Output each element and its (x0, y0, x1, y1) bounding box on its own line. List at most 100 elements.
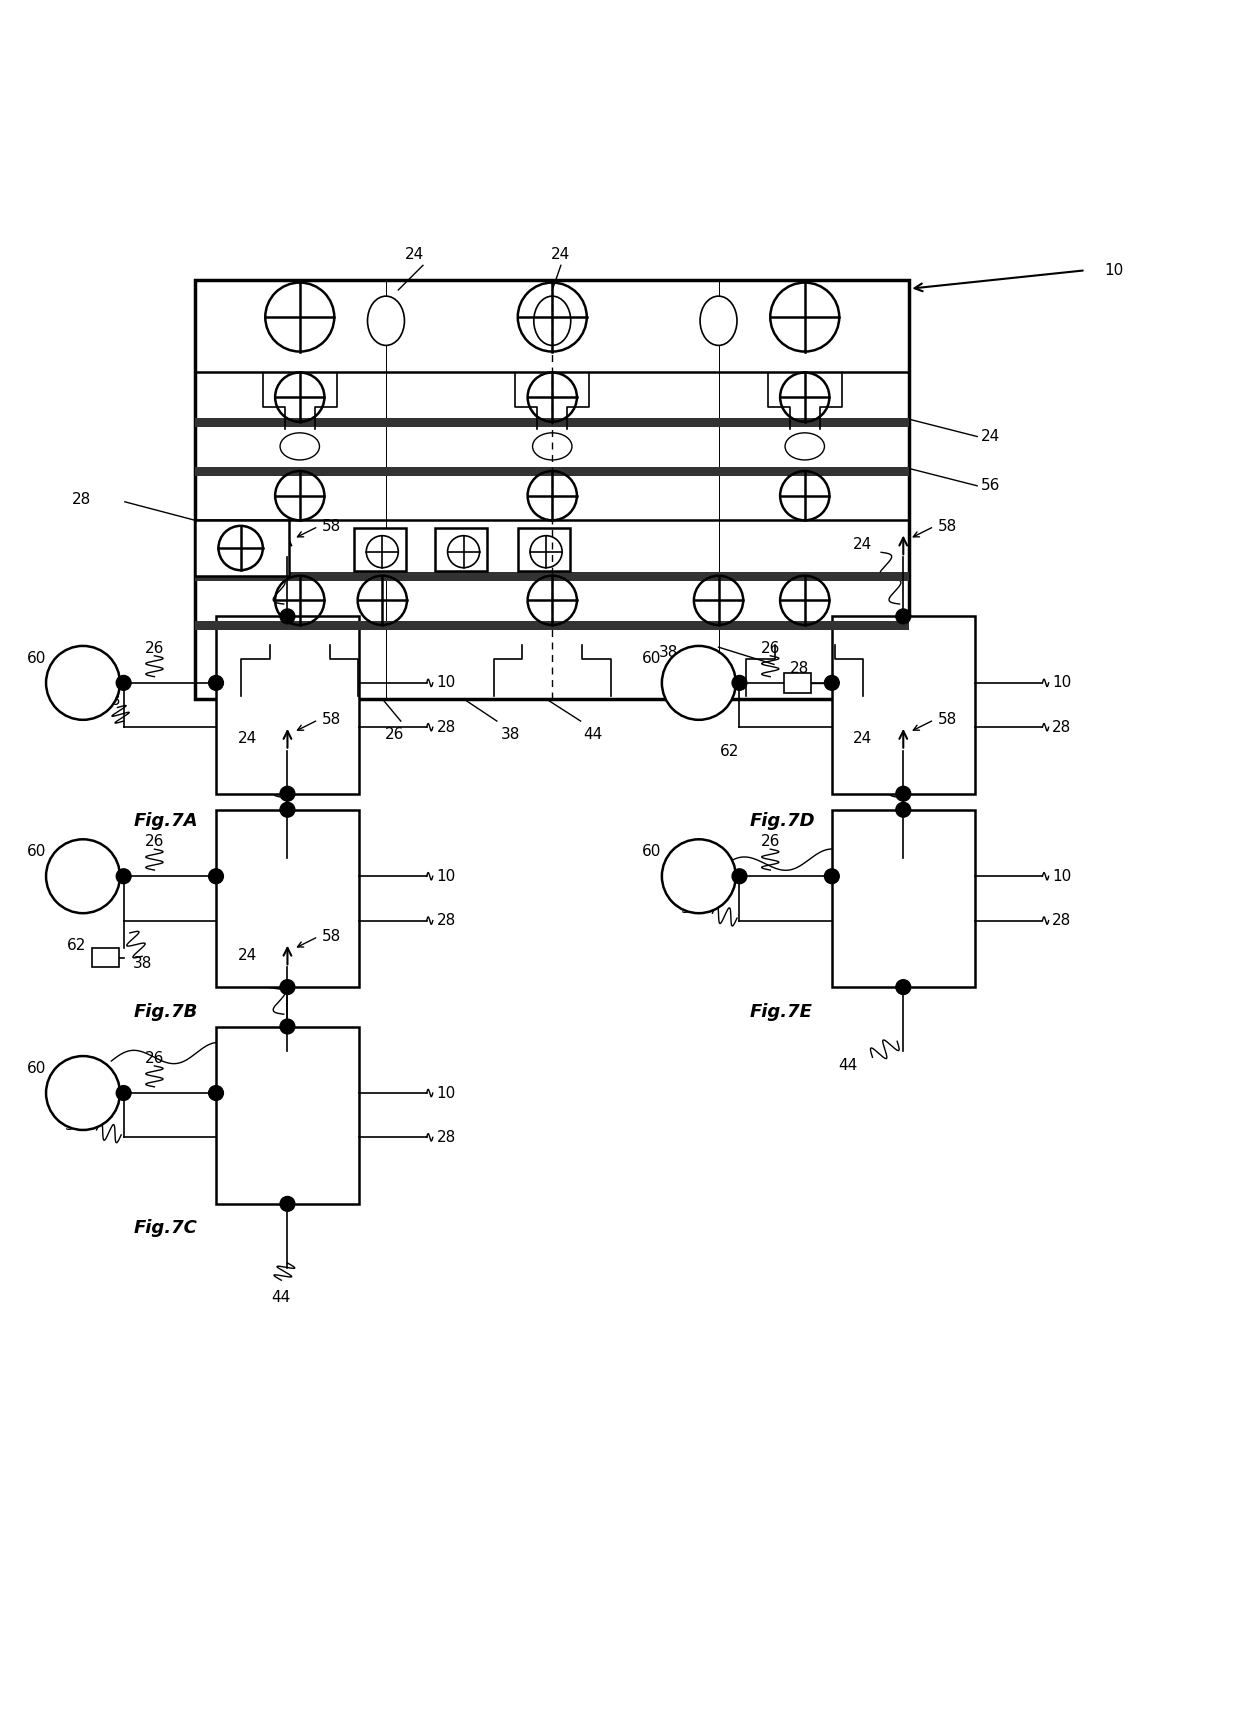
Bar (435, 527, 487, 570)
Text: 60: 60 (26, 844, 46, 859)
Text: 24: 24 (552, 247, 570, 261)
Circle shape (280, 787, 295, 801)
Bar (195, 467, 909, 476)
Text: 24: 24 (853, 538, 873, 553)
Ellipse shape (785, 433, 825, 460)
Ellipse shape (701, 295, 737, 345)
Text: 58: 58 (322, 929, 341, 945)
Circle shape (280, 979, 295, 995)
Text: Fig.7D: Fig.7D (749, 813, 815, 830)
Circle shape (208, 675, 223, 691)
Text: 28: 28 (436, 720, 456, 735)
Bar (832, 617, 975, 794)
Text: 38: 38 (133, 957, 151, 971)
Circle shape (46, 1057, 120, 1130)
Circle shape (825, 869, 839, 883)
Text: 44: 44 (693, 866, 712, 880)
Text: 26: 26 (145, 641, 164, 656)
Circle shape (46, 840, 120, 914)
Text: 38: 38 (102, 692, 122, 708)
Text: 56: 56 (981, 478, 1001, 493)
Text: 28: 28 (1053, 912, 1071, 928)
Text: Fig. 6: Fig. 6 (885, 723, 946, 742)
Text: 26: 26 (760, 835, 780, 849)
Bar (195, 280, 909, 699)
Bar (832, 809, 975, 988)
Text: 24: 24 (853, 730, 873, 746)
Text: 62: 62 (720, 744, 739, 759)
Circle shape (895, 787, 910, 801)
Ellipse shape (280, 433, 320, 460)
Circle shape (895, 979, 910, 995)
Text: Fig.7C: Fig.7C (134, 1218, 197, 1237)
Ellipse shape (532, 433, 572, 460)
Text: 58: 58 (937, 713, 957, 727)
Bar (784, 673, 811, 692)
Text: 60: 60 (26, 1062, 46, 1075)
Text: 38: 38 (64, 1117, 84, 1132)
Text: 58: 58 (322, 519, 341, 534)
Text: 10: 10 (1053, 869, 1071, 883)
Text: 44: 44 (583, 727, 603, 742)
Text: 10: 10 (436, 1086, 456, 1101)
Text: 28: 28 (790, 661, 810, 675)
Bar (216, 617, 358, 794)
Circle shape (208, 1086, 223, 1101)
Text: 24: 24 (237, 730, 257, 746)
Bar (195, 572, 909, 581)
Bar (195, 417, 909, 426)
Text: 60: 60 (642, 651, 662, 667)
Text: 44: 44 (222, 866, 242, 880)
Text: 44: 44 (272, 1290, 291, 1306)
Text: 10: 10 (436, 675, 456, 691)
Text: 60: 60 (26, 651, 46, 667)
Circle shape (895, 608, 910, 624)
Text: Fig.7B: Fig.7B (134, 1003, 198, 1020)
Text: 28: 28 (1053, 720, 1071, 735)
Text: 62: 62 (67, 938, 87, 953)
Text: 44: 44 (83, 1062, 103, 1077)
Circle shape (825, 675, 839, 691)
Bar (92, 948, 119, 967)
Circle shape (895, 802, 910, 818)
Circle shape (280, 1196, 295, 1211)
Text: 38: 38 (658, 644, 678, 660)
Bar (216, 1027, 358, 1204)
Circle shape (117, 675, 131, 691)
Circle shape (280, 608, 295, 624)
Text: Fig.7E: Fig.7E (749, 1003, 812, 1020)
Circle shape (662, 646, 735, 720)
Text: 58: 58 (937, 519, 957, 534)
Text: 28: 28 (879, 675, 898, 691)
Text: 24: 24 (981, 430, 1001, 443)
Circle shape (117, 1086, 131, 1101)
Circle shape (662, 840, 735, 914)
Text: 26: 26 (145, 835, 164, 849)
Bar (195, 622, 909, 631)
Bar (518, 527, 569, 570)
Text: 38: 38 (501, 727, 520, 742)
Bar (195, 521, 289, 576)
Text: 24: 24 (237, 948, 257, 962)
Circle shape (208, 869, 223, 883)
Text: 44: 44 (838, 1058, 858, 1074)
Circle shape (732, 869, 746, 883)
Text: 28: 28 (436, 1130, 456, 1144)
Ellipse shape (367, 295, 404, 345)
Ellipse shape (533, 295, 570, 345)
Text: 24: 24 (404, 247, 424, 261)
Text: 26: 26 (145, 1051, 164, 1067)
Text: 28: 28 (436, 912, 456, 928)
Text: 10: 10 (1053, 675, 1071, 691)
Text: 26: 26 (384, 727, 404, 742)
Text: 10: 10 (1104, 263, 1123, 278)
Text: 60: 60 (642, 844, 662, 859)
Circle shape (732, 675, 746, 691)
Circle shape (117, 869, 131, 883)
Bar (353, 527, 405, 570)
Circle shape (46, 646, 120, 720)
Circle shape (280, 1019, 295, 1034)
Bar (216, 809, 358, 988)
Text: 10: 10 (436, 869, 456, 883)
Text: 24: 24 (237, 538, 257, 553)
